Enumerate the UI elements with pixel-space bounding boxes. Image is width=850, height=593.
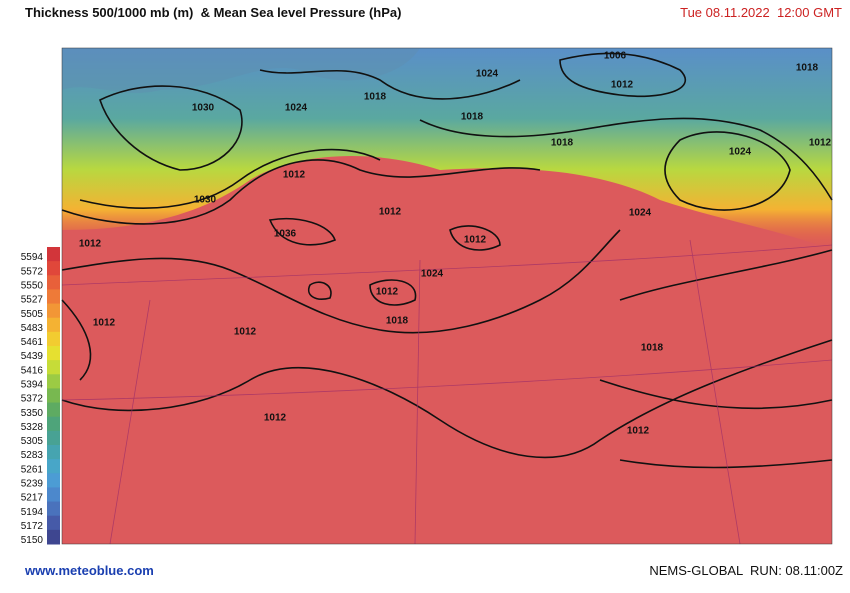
- legend-label: 5150: [21, 535, 44, 546]
- run-info: NEMS-GLOBAL RUN: 08.11:00Z: [649, 563, 843, 578]
- legend-swatch: [47, 317, 60, 333]
- legend-label: 5283: [21, 450, 44, 461]
- isobar-label: 1018: [641, 343, 664, 354]
- isobar-label: 1012: [93, 318, 116, 329]
- legend-label: 5572: [21, 266, 44, 277]
- cold-core: [62, 48, 420, 93]
- legend-swatch: [47, 374, 60, 389]
- legend-swatch: [47, 388, 60, 404]
- cold-region: [62, 48, 832, 250]
- legend-label: 5172: [21, 521, 44, 532]
- datetime: Tue 08.11.2022 12:00 GMT: [680, 5, 842, 20]
- legend-label: 5483: [21, 323, 44, 334]
- legend-label: 5394: [21, 380, 44, 391]
- source-link[interactable]: www.meteoblue.com: [25, 563, 154, 578]
- legend-label: 5505: [21, 309, 44, 320]
- legend-swatch: [47, 473, 60, 488]
- legend-label: 5217: [21, 493, 44, 504]
- legend-swatch: [47, 529, 60, 545]
- legend-label: 5194: [21, 507, 44, 518]
- isobar-label: 1012: [283, 170, 306, 181]
- legend-label: 5372: [21, 394, 44, 405]
- legend-swatch: [47, 261, 60, 276]
- graticule: [61, 239, 833, 545]
- legend-label: 5594: [21, 252, 44, 263]
- legend-swatch: [47, 289, 60, 305]
- isobar-label: 1012: [611, 80, 634, 91]
- isobar-label: 1018: [364, 92, 387, 103]
- legend-swatch: [47, 303, 60, 319]
- legend-swatch: [47, 501, 60, 517]
- isobar-labels: 1030 1024 1018 1024 1006 1012 1018 1018 1018 1024…: [79, 51, 832, 437]
- map-area: [61, 48, 833, 545]
- legend-swatch: [47, 459, 60, 474]
- legend-label: 5439: [21, 351, 44, 362]
- legend-swatch: [47, 515, 60, 531]
- legend-swatch: [47, 430, 60, 446]
- isobar-label: 1024: [729, 147, 752, 158]
- legend-label: 5461: [21, 337, 44, 348]
- legend-swatch: [47, 346, 60, 361]
- isobars: [61, 52, 833, 469]
- isobar-label: 1012: [79, 239, 102, 250]
- legend-swatch: [47, 247, 60, 262]
- isobar-label: 1018: [551, 138, 574, 149]
- title: Thickness 500/1000 mb (m) & Mean Sea lev…: [25, 5, 402, 20]
- isobar-label: 1012: [379, 207, 402, 218]
- legend-swatch: [47, 487, 60, 503]
- isobar-label: 1012: [264, 413, 287, 424]
- legend-swatch: [47, 360, 60, 375]
- isobar-label: 1018: [461, 112, 484, 123]
- legend-label: 5328: [21, 422, 44, 433]
- map-frame: [61, 47, 833, 545]
- legend-label: 5261: [21, 464, 44, 475]
- isobar-label: 1006: [604, 51, 627, 62]
- isobar-label: 1030: [192, 103, 215, 114]
- legend-swatch: [47, 445, 60, 460]
- isobar-label: 1024: [421, 269, 444, 280]
- legend-label: 5416: [21, 365, 44, 376]
- isobar-label: 1012: [627, 426, 650, 437]
- legend-label: 5527: [21, 295, 44, 306]
- isobar-label: 1012: [809, 138, 832, 149]
- isobar-label: 1012: [464, 235, 487, 246]
- legend-label: 5350: [21, 408, 44, 419]
- isobar-label: 1024: [476, 69, 499, 80]
- isobar-label: 1012: [234, 327, 257, 338]
- legend-label: 5550: [21, 281, 44, 292]
- legend-label: 5305: [21, 436, 44, 447]
- legend-label: 5239: [21, 479, 44, 490]
- isobar-label: 1018: [796, 63, 819, 74]
- isobar-label: 1036: [274, 229, 297, 240]
- legend-swatch: [47, 402, 60, 418]
- legend-swatch: [47, 416, 60, 432]
- isobar-label: 1024: [629, 208, 652, 219]
- isobar-label: 1030: [194, 195, 217, 206]
- legend: 5594 5572 5550 5527 5505 5483 5461 5439 5416 5394…: [21, 247, 60, 546]
- legend-swatch: [47, 331, 60, 347]
- isobar-label: 1012: [376, 287, 399, 298]
- legend-swatch: [47, 275, 60, 290]
- isobar-label: 1018: [386, 316, 409, 327]
- isobar-label: 1024: [285, 103, 308, 114]
